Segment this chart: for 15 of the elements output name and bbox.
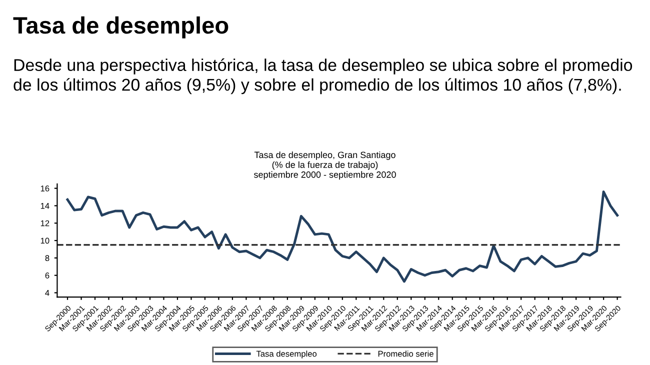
text: (% de la fuerza de trabajo) [272,161,378,170]
y-tick-label: 14 [40,203,50,209]
chart-subtitle: Desde una perspectiva histórica, la tasa de desempleo se ubica sobre el promedio de los últimos 20 años (9,5%) y sobre el promedio de los últimos 10 años (7,8%). [14,58,632,94]
y-tick-label: 6 [45,272,50,278]
line-series [66,190,619,283]
text: Tasa de desempleo, Gran Santiago [254,151,396,160]
y-tick-label: 10 [40,238,50,244]
y-tick-label: 4 [45,290,50,296]
y-tick-label: 12 [40,220,50,226]
y-tick-label: 8 [45,255,50,262]
legend-label: Tasa desempleo [256,350,317,358]
legend-label: Promedio serie [378,350,434,357]
text: septiembre 2000 - septiembre 2020 [254,171,396,180]
y-tick-label: 16 [40,186,50,192]
chart-title: Tasa de desempleo [13,16,228,38]
